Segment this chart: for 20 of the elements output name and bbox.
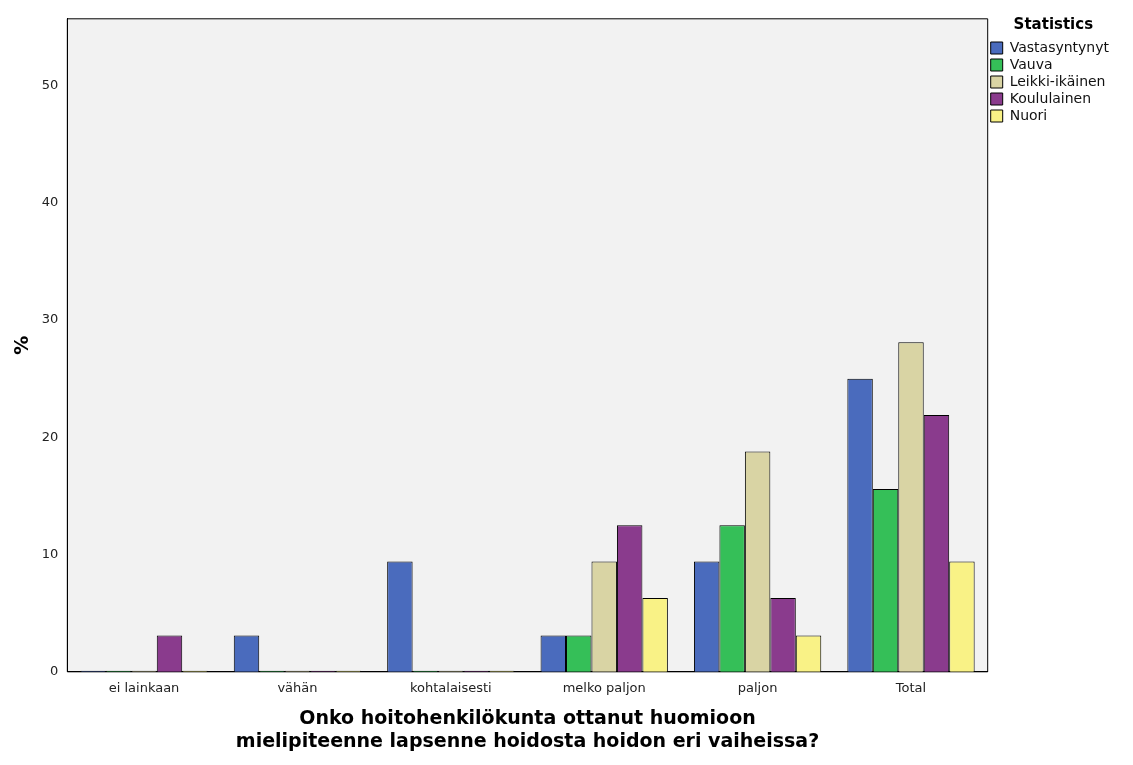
legend-label: Leikki-ikäinen — [1009, 72, 1106, 89]
y-tick-label: 30 — [41, 311, 59, 327]
x-tick-label: paljon — [737, 679, 778, 695]
x-axis-title: Onko hoitohenkilökunta ottanut huomioon mielipiteenne lapsenne hoidosta hoidon eri vaiheissa? — [235, 705, 820, 751]
y-axis-title: % — [10, 335, 33, 355]
x-tick-label: melko paljon — [562, 679, 646, 695]
legend-label: Vastasyntynyt — [1009, 38, 1110, 55]
y-tick-label: 40 — [41, 194, 59, 210]
legend-label: Koululainen — [1009, 89, 1092, 106]
y-tick-label: 20 — [41, 428, 59, 444]
legend-title: Statistics — [1013, 15, 1094, 34]
x-tick-label: Total — [894, 679, 927, 695]
x-tick-label: vähän — [277, 679, 318, 695]
x-tick-label: ei lainkaan — [108, 679, 180, 695]
legend-label: Vauva — [1009, 55, 1053, 72]
legend-label: Nuori — [1009, 106, 1048, 123]
y-tick-label: 10 — [41, 545, 59, 561]
y-tick-label: 0 — [50, 663, 59, 679]
x-tick-label: kohtalaisesti — [409, 679, 492, 695]
y-tick-label: 50 — [41, 77, 59, 92]
